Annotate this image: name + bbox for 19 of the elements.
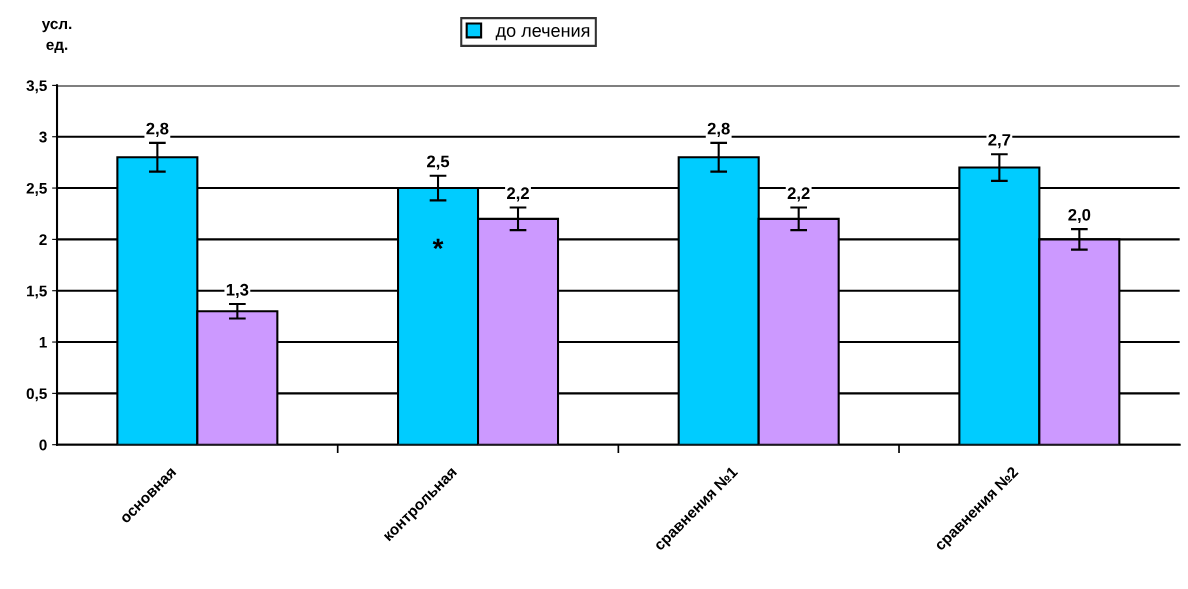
y-tick-label: 1 [39,337,47,348]
y-tick-label: 2 [39,234,47,245]
data-label: 2,7 [988,133,1011,149]
y-axis-title: усл. ед. [41,20,72,53]
y-tick-label: 2,5 [26,182,47,196]
data-label: 1,3 [226,283,249,299]
data-label: 2,5 [427,155,450,170]
y-tick-label: 1,5 [27,285,47,299]
annotation: * [432,238,444,250]
data-label: 2,8 [146,122,169,137]
y-tick-label: 0,5 [26,388,47,402]
data-label: 2,0 [1068,208,1091,224]
y-tick-label: 0 [39,439,47,451]
y-tick-label: 3,5 [26,80,47,94]
data-label: 2,2 [787,187,810,202]
data-label: 2,2 [507,187,529,202]
y-tick-label: 3 [39,131,47,143]
legend-label: до лечения [495,27,590,41]
data-label: 2,8 [707,122,730,137]
